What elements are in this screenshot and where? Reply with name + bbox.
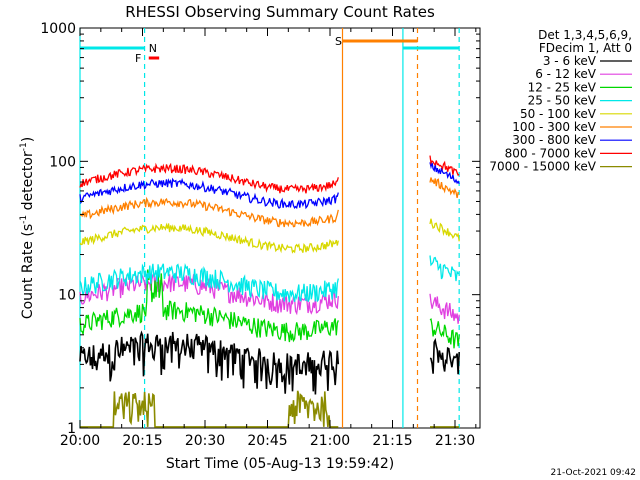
axes-group: 20:00 20:15 20:30 20:45 21:00 21:15 21:30 1 10 10… <box>40 21 480 449</box>
legend-label-6: 300 - 800 keV <box>512 133 596 147</box>
y-tick-label: 1 <box>67 421 76 437</box>
series-line-3-seg-0 <box>79 263 339 303</box>
series-line-4-seg-0 <box>79 222 339 254</box>
chart-title: RHESSI Observing Summary Count Rates <box>125 3 435 21</box>
series-line-0-seg-0 <box>79 330 340 395</box>
x-tick-label: 20:15 <box>122 433 162 449</box>
series-line-5-seg-1 <box>429 177 460 199</box>
series-line-0-seg-1 <box>429 337 460 375</box>
timestamp: 21-Oct-2021 09:42 <box>551 468 636 478</box>
series-line-3-seg-1 <box>429 255 460 282</box>
legend-label-4: 50 - 100 keV <box>520 107 597 121</box>
legend-label-8: 7000 - 15000 keV <box>489 160 596 174</box>
legend: Det 1,3,4,5,6,9, FDecim 1, Att 0 3 - 6 k… <box>489 28 632 174</box>
legend-header-2: FDecim 1, Att 0 <box>539 41 632 55</box>
legend-label-1: 6 - 12 keV <box>535 67 597 81</box>
flare-label: F <box>135 52 141 65</box>
series-line-6-seg-0 <box>79 177 339 210</box>
series-line-7-seg-0 <box>79 162 339 194</box>
y-axis-label: Count Rate (s-1 detector-1) <box>19 137 36 319</box>
x-axis-label: Start Time (05-Aug-13 19:59:42) <box>166 456 394 472</box>
x-tick-label: 20:00 <box>60 433 100 449</box>
x-tick-label: 21:00 <box>310 433 350 449</box>
night-label: N <box>149 42 157 55</box>
x-tick-label: 21:30 <box>435 433 475 449</box>
series-line-7-seg-1 <box>429 155 460 176</box>
series-line-2-seg-1 <box>429 318 460 349</box>
x-tick-label: 20:45 <box>247 433 287 449</box>
series-line-5-seg-0 <box>79 196 339 228</box>
series-line-6-seg-1 <box>429 162 460 185</box>
series-line-8-seg-0 <box>80 390 339 428</box>
series-line-1-seg-0 <box>79 271 339 316</box>
y-tick-label: 100 <box>49 154 76 170</box>
legend-label-0: 3 - 6 keV <box>543 54 597 68</box>
series-line-4-seg-1 <box>429 218 460 242</box>
legend-label-7: 800 - 7000 keV <box>505 146 597 160</box>
x-tick-label: 20:30 <box>185 433 225 449</box>
saa-label: S <box>335 35 342 48</box>
series-line-2-seg-0 <box>79 269 339 343</box>
y-tick-label: 1000 <box>40 21 76 37</box>
series-line-1-seg-1 <box>429 293 460 324</box>
y-tick-label: 10 <box>58 288 76 304</box>
x-tick-label: 21:15 <box>372 433 412 449</box>
series-group <box>79 155 460 428</box>
legend-label-2: 12 - 25 keV <box>528 80 597 94</box>
legend-label-3: 25 - 50 keV <box>528 94 597 108</box>
annotations-group: NF S <box>80 35 460 65</box>
legend-label-5: 100 - 300 keV <box>512 120 596 134</box>
legend-header-1: Det 1,3,4,5,6,9, <box>538 28 632 42</box>
